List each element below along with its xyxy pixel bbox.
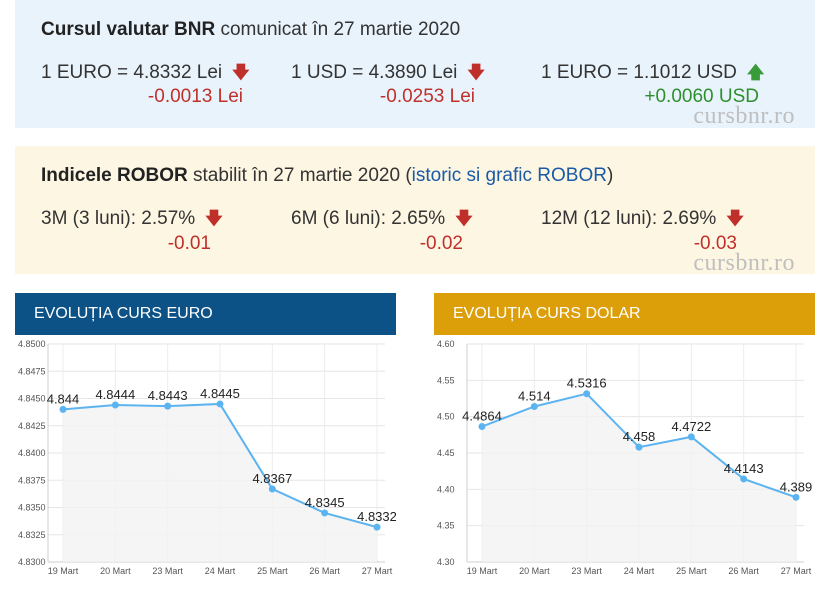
- euro-data-label: 4.8332: [357, 509, 396, 524]
- euro-data-point: [59, 405, 67, 413]
- dolar-chart: EVOLUȚIA CURS DOLAR 4.30 4.35 4.40 4.45 4.50…: [434, 293, 815, 598]
- euro-y-tick-label: 4.8325: [18, 530, 46, 540]
- watermark: cursbnr.ro: [693, 103, 795, 129]
- dolar-data-label: 4.389: [780, 479, 813, 494]
- dolar-data-label: 4.4722: [671, 419, 711, 434]
- euro-data-label: 4.8345: [305, 495, 345, 510]
- dolar-data-label: 4.4864: [462, 409, 502, 424]
- arrow-down-icon: 🡇: [455, 209, 473, 228]
- euro-y-tick-label: 4.8350: [18, 503, 46, 513]
- dolar-x-tick-label: 27 Mart: [781, 566, 812, 576]
- arrow-down-icon: 🡇: [726, 209, 744, 228]
- dolar-data-label: 4.4143: [724, 461, 764, 476]
- dolar-data-point: [792, 493, 800, 501]
- dolar-y-tick-label: 4.45: [437, 448, 455, 458]
- dolar-y-tick-label: 4.40: [437, 484, 455, 494]
- euro-chart-title: EVOLUȚIA CURS EURO: [15, 293, 396, 335]
- dolar-chart-title: EVOLUȚIA CURS DOLAR: [434, 293, 815, 335]
- rate-euro-ron-delta: -0.0013 Lei: [147, 86, 243, 107]
- dolar-data-label: 4.514: [518, 388, 551, 403]
- robor-6m-delta: -0.02: [419, 233, 463, 254]
- dolar-x-tick-label: 23 Mart: [571, 566, 602, 576]
- rate-euro-usd-delta: +0.0060 USD: [644, 86, 759, 107]
- dolar-data-point: [687, 433, 695, 441]
- euro-x-tick-label: 26 Mart: [309, 566, 340, 576]
- euro-data-point: [268, 485, 276, 493]
- dolar-x-tick-label: 26 Mart: [728, 566, 759, 576]
- euro-data-point: [164, 402, 172, 410]
- robor-title: Indicele ROBOR stabilit în 27 martie 202…: [41, 165, 614, 186]
- euro-y-tick-label: 4.8500: [18, 339, 46, 349]
- euro-data-label: 4.8444: [95, 387, 135, 402]
- robor-3m: 3M (3 luni): 2.57% 🡇: [41, 206, 223, 235]
- watermark: cursbnr.ro: [693, 250, 795, 276]
- dolar-y-tick-label: 4.35: [437, 521, 455, 531]
- euro-x-tick-label: 24 Mart: [205, 566, 236, 576]
- euro-y-tick-label: 4.8300: [18, 557, 46, 567]
- dolar-x-tick-label: 24 Mart: [624, 566, 655, 576]
- rate-usd-ron: 1 USD = 4.3890 Lei 🡇: [291, 60, 485, 89]
- euro-data-label: 4.8367: [252, 471, 292, 486]
- euro-x-tick-label: 20 Mart: [100, 566, 131, 576]
- euro-data-point: [373, 523, 381, 531]
- rate-euro-ron: 1 EURO = 4.8332 Lei 🡇: [41, 60, 250, 89]
- dolar-data-label: 4.5316: [567, 376, 607, 391]
- euro-series-area: [63, 403, 377, 562]
- bnr-title: Cursul valutar BNR comunicat în 27 marti…: [41, 19, 461, 40]
- euro-x-tick-label: 25 Mart: [257, 566, 288, 576]
- euro-y-tick-label: 4.8400: [18, 448, 46, 458]
- euro-data-label: 4.8445: [200, 386, 240, 401]
- dolar-data-label: 4.458: [623, 429, 656, 444]
- robor-12m: 12M (12 luni): 2.69% 🡇: [541, 206, 744, 235]
- dolar-chart-plot: 4.30 4.35 4.40 4.45 4.50 4.55 4.60 19 Mart 20 Ma…: [437, 339, 813, 576]
- bnr-panel: Cursul valutar BNR comunicat în 27 marti…: [15, 0, 815, 129]
- dolar-y-tick-label: 4.30: [437, 557, 455, 567]
- dolar-data-point: [635, 443, 643, 451]
- euro-x-tick-label: 27 Mart: [362, 566, 393, 576]
- euro-data-label: 4.844: [47, 391, 80, 406]
- arrow-up-icon: 🡅: [746, 63, 765, 82]
- dolar-series-area: [482, 393, 796, 562]
- rate-usd-ron-delta: -0.0253 Lei: [379, 86, 475, 107]
- euro-y-tick-label: 4.8450: [18, 394, 46, 404]
- dolar-y-tick-label: 4.55: [437, 375, 455, 385]
- euro-x-tick-label: 23 Mart: [152, 566, 183, 576]
- dolar-data-point: [583, 390, 591, 398]
- robor-panel: Indicele ROBOR stabilit în 27 martie 202…: [15, 146, 815, 276]
- robor-6m: 6M (6 luni): 2.65% 🡇: [291, 206, 473, 235]
- euro-y-tick-label: 4.8475: [18, 366, 46, 376]
- dolar-x-tick-label: 25 Mart: [676, 566, 707, 576]
- dolar-data-point: [530, 402, 538, 410]
- dolar-x-tick-label: 20 Mart: [519, 566, 550, 576]
- euro-chart: EVOLUȚIA CURS EURO 4.8300 4.8325 4.8350 4.8…: [15, 293, 396, 598]
- robor-3m-delta: -0.01: [167, 233, 211, 254]
- euro-chart-plot: 4.8300 4.8325 4.8350 4.8375 4.8400 4.8425 4.84…: [18, 339, 396, 576]
- rate-euro-usd: 1 EURO = 1.1012 USD 🡅: [541, 60, 764, 89]
- dolar-x-tick-label: 19 Mart: [467, 566, 498, 576]
- euro-y-tick-label: 4.8425: [18, 421, 46, 431]
- arrow-down-icon: 🡇: [205, 209, 223, 228]
- euro-data-point: [321, 509, 329, 517]
- dolar-data-point: [478, 423, 486, 431]
- euro-x-tick-label: 19 Mart: [48, 566, 79, 576]
- euro-y-tick-label: 4.8375: [18, 475, 46, 485]
- robor-12m-delta: -0.03: [693, 233, 737, 254]
- dolar-data-point: [740, 475, 748, 483]
- robor-history-link[interactable]: istoric si grafic ROBOR: [411, 165, 607, 186]
- euro-data-point: [111, 401, 119, 409]
- euro-data-label: 4.8443: [148, 388, 188, 403]
- euro-data-point: [216, 400, 224, 408]
- arrow-down-icon: 🡇: [232, 63, 250, 82]
- arrow-down-icon: 🡇: [467, 63, 485, 82]
- dolar-y-tick-label: 4.50: [437, 412, 455, 422]
- dolar-y-tick-label: 4.60: [437, 339, 455, 349]
